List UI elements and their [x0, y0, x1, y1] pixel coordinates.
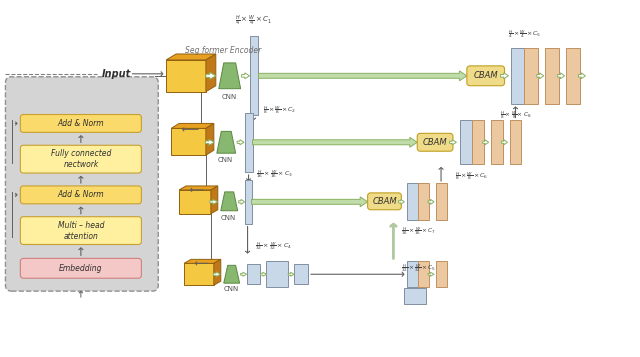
Polygon shape: [210, 199, 218, 204]
Polygon shape: [217, 131, 236, 153]
Text: Seg former Encoder: Seg former Encoder: [184, 45, 261, 55]
Text: $\frac{H}{16}\times\frac{W}{16}\times C_7$: $\frac{H}{16}\times\frac{W}{16}\times C_…: [401, 226, 436, 237]
FancyBboxPatch shape: [20, 258, 141, 278]
FancyBboxPatch shape: [417, 134, 453, 151]
Polygon shape: [239, 199, 244, 204]
Polygon shape: [237, 140, 244, 145]
Polygon shape: [428, 199, 434, 204]
Polygon shape: [171, 129, 206, 155]
FancyBboxPatch shape: [266, 261, 288, 287]
Polygon shape: [179, 190, 211, 214]
Text: $\frac{H}{8}\times\frac{W}{8}\times C_6$: $\frac{H}{8}\times\frac{W}{8}\times C_6$: [455, 170, 488, 182]
Text: $\frac{H}{4}\times\frac{W}{4}\times C_1$: $\frac{H}{4}\times\frac{W}{4}\times C_1$: [235, 14, 272, 28]
Polygon shape: [166, 60, 206, 92]
FancyBboxPatch shape: [407, 183, 418, 220]
FancyBboxPatch shape: [250, 36, 259, 116]
Text: Fully connected
nectwork: Fully connected nectwork: [51, 149, 111, 169]
FancyBboxPatch shape: [472, 120, 484, 164]
FancyBboxPatch shape: [20, 186, 141, 204]
FancyBboxPatch shape: [509, 120, 522, 164]
FancyBboxPatch shape: [20, 115, 141, 132]
Polygon shape: [241, 272, 246, 276]
Polygon shape: [221, 192, 237, 211]
Polygon shape: [206, 54, 216, 92]
Polygon shape: [206, 72, 216, 79]
FancyBboxPatch shape: [407, 261, 418, 287]
Polygon shape: [213, 272, 220, 277]
Text: CNN: CNN: [221, 215, 236, 221]
Text: CNN: CNN: [224, 286, 239, 292]
Polygon shape: [242, 73, 250, 79]
FancyBboxPatch shape: [20, 217, 141, 245]
FancyBboxPatch shape: [566, 48, 580, 104]
Polygon shape: [288, 272, 294, 276]
Text: $\frac{H}{32}\times\frac{W}{32}\times C_5$: $\frac{H}{32}\times\frac{W}{32}\times C_…: [401, 262, 436, 274]
FancyBboxPatch shape: [545, 48, 559, 104]
Polygon shape: [253, 137, 417, 147]
FancyBboxPatch shape: [524, 48, 538, 104]
FancyBboxPatch shape: [6, 77, 158, 291]
FancyBboxPatch shape: [436, 261, 447, 287]
Text: $\frac{H}{32}\times\frac{W}{32}\times C_4$: $\frac{H}{32}\times\frac{W}{32}\times C_…: [255, 241, 291, 252]
Polygon shape: [219, 63, 241, 89]
Polygon shape: [260, 272, 266, 276]
Text: Multi – head
attention: Multi – head attention: [58, 221, 104, 241]
Text: Add & Norm: Add & Norm: [58, 190, 104, 199]
Polygon shape: [224, 265, 239, 283]
Text: $\frac{H}{4}\times\frac{W}{4}\times C_5$: $\frac{H}{4}\times\frac{W}{4}\times C_5$: [508, 28, 541, 40]
Text: $\frac{H}{8}\times\frac{W}{8}\times C_8$: $\frac{H}{8}\times\frac{W}{8}\times C_8$: [500, 110, 531, 121]
FancyBboxPatch shape: [244, 112, 253, 172]
Polygon shape: [449, 140, 456, 145]
FancyBboxPatch shape: [294, 264, 308, 284]
FancyBboxPatch shape: [418, 183, 429, 220]
Text: Embedding: Embedding: [59, 264, 102, 273]
Text: $\frac{H}{8}\times\frac{W}{8}\times C_2$: $\frac{H}{8}\times\frac{W}{8}\times C_2$: [264, 104, 297, 116]
FancyBboxPatch shape: [246, 264, 260, 284]
Polygon shape: [428, 272, 434, 276]
FancyBboxPatch shape: [460, 120, 472, 164]
Polygon shape: [179, 186, 218, 190]
Polygon shape: [211, 186, 218, 214]
Polygon shape: [502, 140, 508, 145]
FancyBboxPatch shape: [511, 48, 524, 104]
Polygon shape: [166, 54, 216, 60]
Polygon shape: [252, 197, 367, 207]
Polygon shape: [500, 73, 509, 79]
FancyBboxPatch shape: [404, 288, 426, 304]
FancyBboxPatch shape: [491, 120, 502, 164]
Text: CNN: CNN: [218, 157, 234, 163]
FancyBboxPatch shape: [467, 66, 504, 86]
FancyBboxPatch shape: [418, 261, 429, 287]
Text: CBAM: CBAM: [372, 197, 397, 206]
Text: Input: Input: [102, 69, 131, 79]
Polygon shape: [184, 260, 221, 263]
Text: Add & Norm: Add & Norm: [58, 119, 104, 128]
Text: CBAM: CBAM: [474, 71, 498, 80]
FancyBboxPatch shape: [367, 193, 401, 210]
Text: CNN: CNN: [222, 94, 237, 100]
Text: CBAM: CBAM: [423, 138, 447, 147]
Polygon shape: [171, 124, 214, 129]
Polygon shape: [214, 260, 221, 285]
FancyBboxPatch shape: [244, 180, 252, 223]
Polygon shape: [579, 73, 586, 79]
Polygon shape: [537, 73, 544, 79]
Polygon shape: [398, 199, 404, 204]
Polygon shape: [206, 124, 214, 155]
Text: $\frac{H}{16}\times\frac{W}{16}\times C_3$: $\frac{H}{16}\times\frac{W}{16}\times C_…: [257, 168, 293, 180]
Polygon shape: [557, 73, 564, 79]
FancyBboxPatch shape: [20, 145, 141, 173]
FancyBboxPatch shape: [436, 183, 447, 220]
Polygon shape: [205, 139, 214, 145]
Polygon shape: [259, 71, 467, 81]
Polygon shape: [184, 263, 214, 285]
Polygon shape: [483, 140, 489, 145]
